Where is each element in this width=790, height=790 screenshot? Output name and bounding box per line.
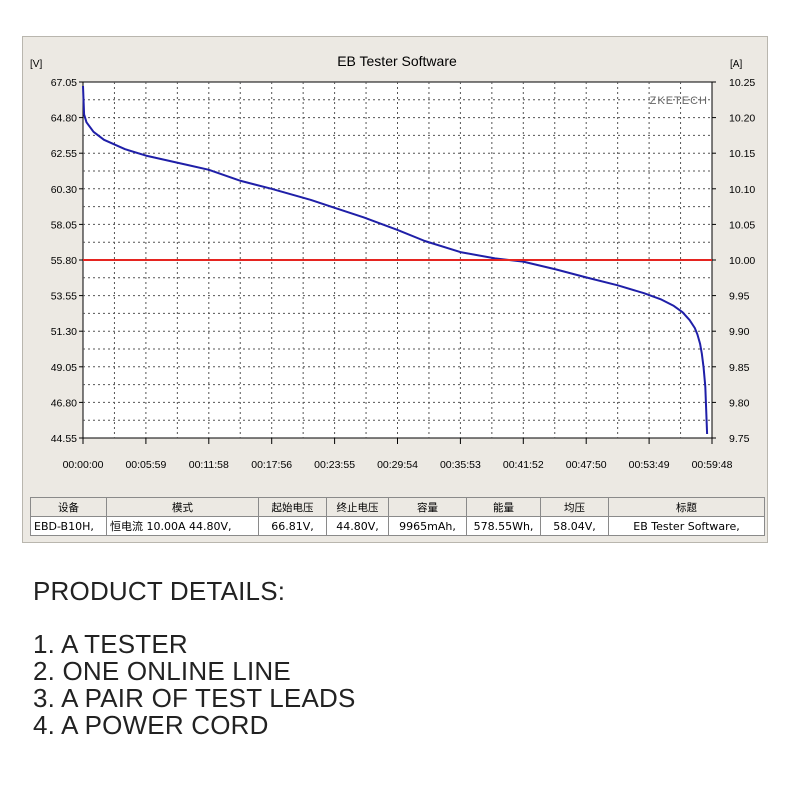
cell-device: EBD-B10H, <box>30 516 107 536</box>
x-tick-label: 00:47:50 <box>566 459 607 471</box>
watermark-label: ZKETECH <box>650 95 708 107</box>
list-item: 3. A PAIR OF TEST LEADS <box>33 683 356 713</box>
cell-title: EB Tester Software, <box>608 516 765 536</box>
list-item: 1. A TESTER <box>33 629 188 659</box>
cell-avg-voltage: 58.04V, <box>540 516 609 536</box>
header-mode: 模式 <box>106 497 259 517</box>
y-left-tick-label: 62.55 <box>51 148 77 160</box>
y-left-tick-label: 53.55 <box>51 291 77 303</box>
y-right-tick-label: 10.05 <box>729 219 755 231</box>
y-left-tick-label: 60.30 <box>51 184 77 196</box>
y-left-tick-label: 55.80 <box>51 255 77 267</box>
discharge-chart: EB Tester Software [V] [A] 67.05 64.80 62.… <box>30 53 756 471</box>
y-left-tick-label: 67.05 <box>51 77 77 89</box>
x-tick-label: 00:41:52 <box>503 459 544 471</box>
product-details: PRODUCT DETAILS: 1. A TESTER 2. ONE ONLI… <box>33 578 733 739</box>
list-item: 4. A POWER CORD <box>33 710 269 740</box>
y-right-tick-label: 9.85 <box>729 362 750 374</box>
header-title: 标题 <box>608 497 765 517</box>
x-tick-label: 00:17:56 <box>251 459 292 471</box>
y-right-tick-label: 10.20 <box>729 113 755 125</box>
y-right-unit-label: [A] <box>730 59 742 70</box>
y-left-tick-label: 58.05 <box>51 219 77 231</box>
voltage-series-line <box>82 85 709 435</box>
details-heading: PRODUCT DETAILS: <box>33 576 286 606</box>
header-energy: 能量 <box>466 497 541 517</box>
y-right-tick-label: 9.90 <box>729 326 750 338</box>
cell-mode: 恒电流 10.00A 44.80V, <box>106 516 259 536</box>
y-right-tick-label: 10.15 <box>729 148 755 160</box>
cell-end-voltage: 44.80V, <box>326 516 389 536</box>
details-list: 1. A TESTER 2. ONE ONLINE LINE 3. A PAIR… <box>33 631 733 739</box>
y-right-tick-label: 10.25 <box>729 77 755 89</box>
cell-start-voltage: 66.81V, <box>258 516 327 536</box>
x-tick-label: 00:53:49 <box>629 459 670 471</box>
y-right-tick-label: 10.00 <box>729 255 755 267</box>
y-left-tick-label: 51.30 <box>51 326 77 338</box>
table-header-row: 设备 模式 起始电压 终止电压 容量 能量 均压 标题 <box>30 497 765 517</box>
y-right-tick-label: 9.80 <box>729 397 750 409</box>
chart-title: EB Tester Software <box>337 53 457 69</box>
summary-table: 设备 模式 起始电压 终止电压 容量 能量 均压 标题 EBD-B10H, 恒电… <box>30 497 765 536</box>
header-capacity: 容量 <box>388 497 467 517</box>
y-right-tick-label: 9.95 <box>729 291 750 303</box>
cell-capacity: 9965mAh, <box>388 516 467 536</box>
x-tick-label: 00:35:53 <box>440 459 481 471</box>
x-tick-label: 00:23:55 <box>314 459 355 471</box>
y-left-tick-label: 49.05 <box>51 362 77 374</box>
x-tick-label: 00:59:48 <box>692 459 733 471</box>
x-tick-label: 00:00:00 <box>63 459 104 471</box>
header-avg-voltage: 均压 <box>540 497 609 517</box>
x-tick-label: 00:11:58 <box>189 459 229 471</box>
cell-energy: 578.55Wh, <box>466 516 541 536</box>
list-item: 2. ONE ONLINE LINE <box>33 656 291 686</box>
y-left-tick-label: 46.80 <box>51 397 77 409</box>
x-tick-label: 00:29:54 <box>377 459 418 471</box>
y-left-unit-label: [V] <box>30 59 42 70</box>
header-start-voltage: 起始电压 <box>258 497 327 517</box>
y-right-tick-label: 10.10 <box>729 184 755 196</box>
x-tick-label: 00:05:59 <box>125 459 166 471</box>
table-row: EBD-B10H, 恒电流 10.00A 44.80V, 66.81V, 44.… <box>30 516 765 536</box>
y-right-tick-label: 9.75 <box>729 433 750 445</box>
header-end-voltage: 终止电压 <box>326 497 389 517</box>
y-left-tick-label: 44.55 <box>51 433 77 445</box>
plot-area: 67.05 64.80 62.55 60.30 58.05 55.80 53.55 51.30… <box>51 77 756 471</box>
y-left-tick-label: 64.80 <box>51 113 77 125</box>
header-device: 设备 <box>30 497 107 517</box>
